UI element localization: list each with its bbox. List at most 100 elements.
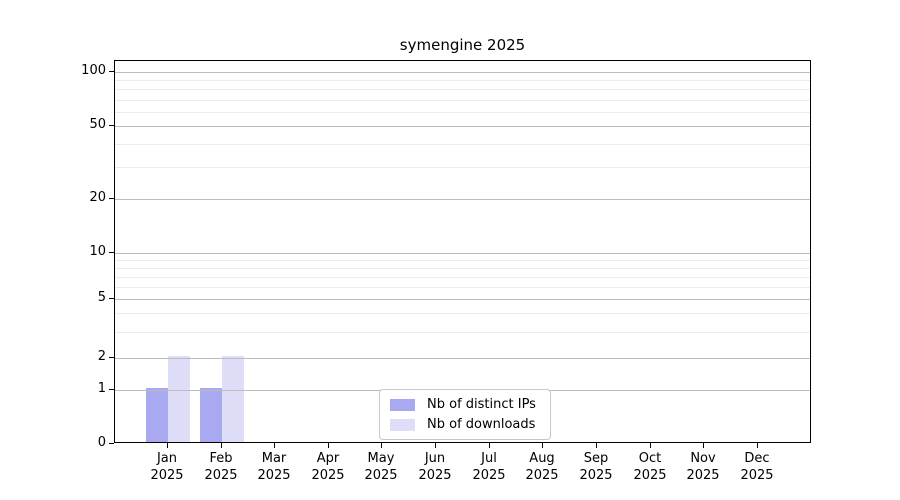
x-tick-label-month: Feb [209,451,233,466]
gridline-major [115,199,810,200]
gridline-major [115,126,810,127]
y-tick-mark [109,357,114,358]
y-tick-mark [109,71,114,72]
plot-area: Nb of distinct IPs Nb of downloads [114,60,811,443]
gridline-minor [115,112,810,113]
x-tick-label: Sep 2025 [554,450,638,484]
x-tick-mark [542,443,543,448]
legend-label-distinct-ips: Nb of distinct IPs [427,397,536,412]
x-tick-mark [328,443,329,448]
x-tick-label-year: 2025 [525,468,559,483]
y-tick-label: 1 [97,381,106,396]
x-tick-mark [650,443,651,448]
gridline-major [115,358,810,359]
x-tick-label-month: Jun [424,451,446,466]
x-tick-label-year: 2025 [472,468,506,483]
legend-item-downloads: Nb of downloads [390,417,536,432]
y-tick-label: 20 [89,190,106,205]
y-tick-mark [109,125,114,126]
x-tick-label: Aug 2025 [500,450,584,484]
legend: Nb of distinct IPs Nb of downloads [379,389,551,440]
y-tick-label: 0 [97,435,106,450]
gridline-minor [115,89,810,90]
x-tick-mark [435,443,436,448]
x-tick-label: Mar 2025 [232,450,316,484]
x-tick-label-month: Jul [481,451,497,466]
bar-distinct-ips-jan [146,388,168,442]
y-tick-mark [109,298,114,299]
gridline-major [115,253,810,254]
gridline-minor [115,144,810,145]
bar-downloads-jan [168,356,190,442]
x-tick-label-month: Mar [261,451,287,466]
x-tick-mark [221,443,222,448]
bar-downloads-feb [222,356,244,442]
x-tick-label-month: May [367,451,395,466]
x-tick-label-year: 2025 [150,468,184,483]
x-tick-mark [167,443,168,448]
y-tick-label: 10 [89,244,106,259]
x-tick-label: Oct 2025 [608,450,692,484]
x-tick-label-year: 2025 [579,468,613,483]
y-tick-label: 50 [89,117,106,132]
gridline-minor [115,313,810,314]
y-tick-label: 100 [81,63,106,78]
legend-item-distinct-ips: Nb of distinct IPs [390,397,536,412]
x-tick-mark [274,443,275,448]
x-tick-mark [703,443,704,448]
y-tick-label: 2 [97,349,106,364]
x-tick-label: Jun 2025 [393,450,477,484]
x-tick-label-month: Nov [690,451,716,466]
legend-swatch-distinct-ips [390,398,415,411]
x-tick-label: Apr 2025 [286,450,370,484]
x-tick-label: Nov 2025 [661,450,745,484]
x-tick-label-month: Apr [316,451,340,466]
legend-label-downloads: Nb of downloads [427,417,536,432]
x-tick-label-year: 2025 [633,468,667,483]
x-tick-label-month: Jan [156,451,178,466]
y-tick-mark [109,389,114,390]
x-tick-mark [596,443,597,448]
gridline-minor [115,100,810,101]
x-tick-mark [757,443,758,448]
gridline-minor [115,268,810,269]
y-tick-mark [109,443,114,444]
gridline-minor [115,277,810,278]
x-tick-label: May 2025 [339,450,423,484]
x-tick-label: Jan 2025 [125,450,209,484]
bar-distinct-ips-feb [200,388,222,442]
x-tick-label: Dec 2025 [715,450,799,484]
x-tick-label-month: Oct [638,451,662,466]
x-tick-mark [489,443,490,448]
x-tick-label-year: 2025 [364,468,398,483]
gridline-minor [115,80,810,81]
x-tick-label-year: 2025 [204,468,238,483]
x-tick-label-year: 2025 [418,468,452,483]
gridline-minor [115,260,810,261]
y-tick-mark [109,198,114,199]
x-tick-label-year: 2025 [686,468,720,483]
chart-title: symengine 2025 [399,36,526,54]
x-tick-label-year: 2025 [311,468,345,483]
y-tick-mark [109,252,114,253]
gridline-major [115,299,810,300]
x-tick-label-month: Sep [583,451,609,466]
x-tick-label: Jul 2025 [447,450,531,484]
gridline-minor [115,332,810,333]
gridline-minor [115,287,810,288]
y-tick-label: 5 [97,290,106,305]
bars-layer [115,61,810,442]
gridline-minor [115,167,810,168]
x-tick-label-year: 2025 [257,468,291,483]
gridline-major [115,72,810,73]
x-tick-label-year: 2025 [740,468,774,483]
x-tick-label-month: Aug [529,451,555,466]
x-tick-mark [381,443,382,448]
minor-gridlines [115,61,810,442]
x-tick-label: Feb 2025 [179,450,263,484]
legend-swatch-downloads [390,418,415,431]
x-tick-label-month: Dec [744,451,770,466]
